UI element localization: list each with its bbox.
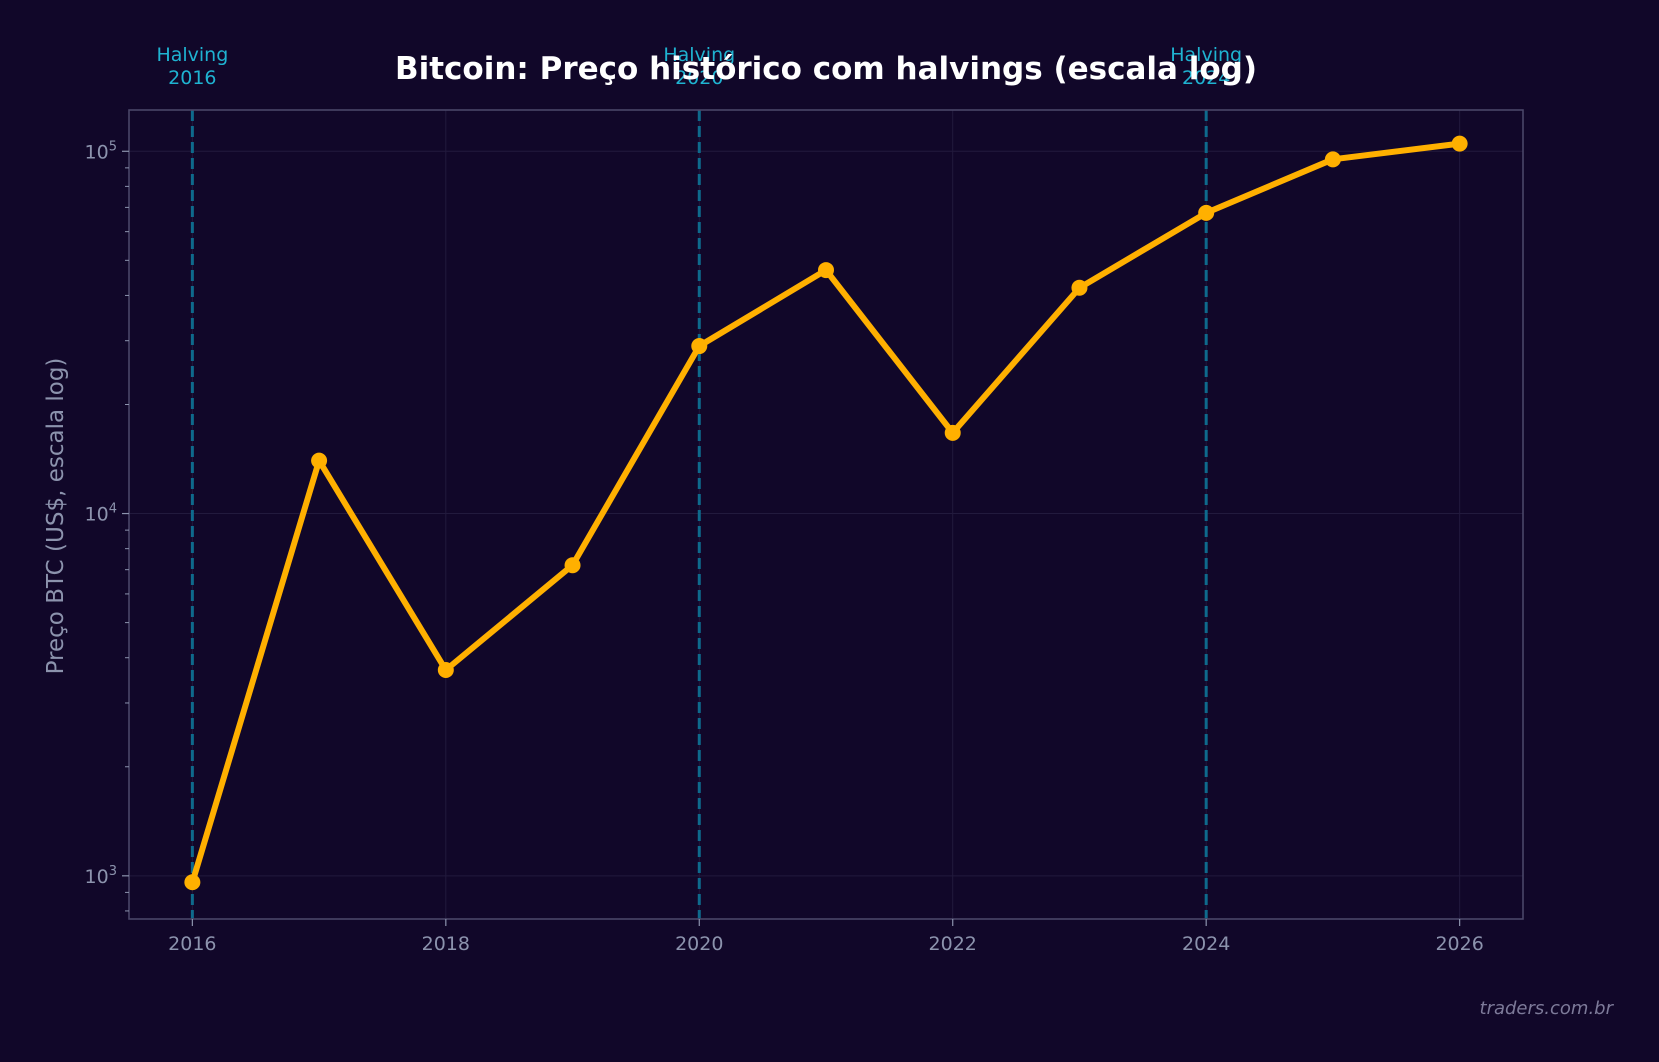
data-point-marker bbox=[1198, 204, 1215, 221]
y-axis-label: Preço BTC (US$, escala log) bbox=[43, 358, 69, 675]
data-point-marker bbox=[184, 874, 201, 891]
data-point-marker bbox=[1071, 279, 1088, 296]
price-line bbox=[189, 140, 1463, 886]
data-point-marker bbox=[944, 424, 961, 441]
data-point-marker bbox=[818, 262, 834, 279]
halving-label: Halving bbox=[663, 44, 735, 66]
y-tick-label: 103 bbox=[85, 864, 117, 888]
y-tick-label: 105 bbox=[85, 139, 117, 163]
x-tick-label: 2024 bbox=[1182, 933, 1230, 955]
chart-title: Bitcoin: Preço histórico com halvings (e… bbox=[395, 51, 1257, 87]
halving-year-label: 2020 bbox=[675, 67, 723, 89]
data-point-marker bbox=[691, 338, 708, 355]
data-point-marker bbox=[311, 452, 328, 469]
data-point-marker bbox=[1451, 135, 1468, 152]
x-tick-label: 2022 bbox=[929, 933, 977, 955]
grid-lines bbox=[129, 110, 1523, 919]
price-series bbox=[184, 135, 1468, 891]
x-tick-label: 2018 bbox=[422, 933, 470, 955]
x-tick-label: 2016 bbox=[168, 933, 216, 955]
halving-year-label: 2016 bbox=[168, 67, 216, 89]
halving-label: Halving bbox=[1170, 44, 1242, 66]
halving-label: Halving bbox=[156, 44, 228, 66]
data-point-marker bbox=[564, 557, 581, 574]
y-tick-label: 104 bbox=[85, 502, 117, 526]
plot-frame bbox=[128, 109, 1524, 920]
data-point-marker bbox=[1324, 151, 1341, 168]
halving-year-label: 2024 bbox=[1182, 67, 1230, 89]
x-tick-label: 2026 bbox=[1435, 933, 1483, 955]
data-point-marker bbox=[437, 661, 454, 678]
x-tick-label: 2020 bbox=[675, 933, 723, 955]
axes: 2016 2018 2020 2022 2024 2026 103 104 105 bbox=[85, 139, 1484, 955]
watermark: traders.com.br bbox=[1480, 998, 1615, 1019]
